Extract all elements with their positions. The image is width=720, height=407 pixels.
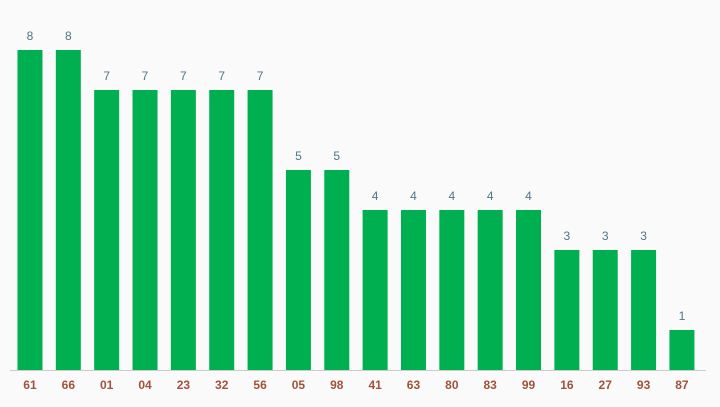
x-tick-label: 83 <box>483 378 497 392</box>
value-label: 8 <box>65 29 72 43</box>
bar <box>477 210 503 370</box>
bar <box>592 250 618 370</box>
value-label: 7 <box>142 69 149 83</box>
bar <box>94 90 120 370</box>
value-label: 3 <box>640 229 647 243</box>
bar <box>400 210 426 370</box>
x-tick-label: 04 <box>138 378 152 392</box>
value-label: 4 <box>487 189 494 203</box>
bar <box>516 210 542 370</box>
value-label: 7 <box>257 69 264 83</box>
bar <box>285 170 311 370</box>
x-tick-label: 23 <box>177 378 191 392</box>
value-label: 4 <box>410 189 417 203</box>
value-label: 7 <box>218 69 225 83</box>
x-tick-label: 16 <box>560 378 574 392</box>
x-tick-label: 61 <box>23 378 37 392</box>
x-tick-label: 87 <box>675 378 689 392</box>
value-label: 4 <box>448 189 455 203</box>
x-tick-label: 32 <box>215 378 229 392</box>
x-tick-label: 80 <box>445 378 459 392</box>
value-label: 5 <box>295 149 302 163</box>
bar <box>324 170 350 370</box>
bar <box>631 250 657 370</box>
value-label: 4 <box>372 189 379 203</box>
bar <box>17 50 43 370</box>
bar <box>132 90 158 370</box>
value-label: 3 <box>564 229 571 243</box>
x-tick-label: 56 <box>253 378 267 392</box>
bar <box>669 330 695 370</box>
value-label: 8 <box>27 29 34 43</box>
x-tick-label: 27 <box>599 378 613 392</box>
value-label: 7 <box>103 69 110 83</box>
bar <box>439 210 465 370</box>
x-tick-label: 01 <box>100 378 114 392</box>
value-label: 5 <box>333 149 340 163</box>
x-tick-label: 66 <box>62 378 76 392</box>
x-tick-label: 93 <box>637 378 651 392</box>
x-tick-label: 05 <box>292 378 306 392</box>
value-label: 1 <box>679 309 686 323</box>
x-tick-label: 98 <box>330 378 344 392</box>
x-tick-label: 63 <box>407 378 421 392</box>
bar <box>247 90 273 370</box>
value-label: 3 <box>602 229 609 243</box>
bar <box>55 50 81 370</box>
bar <box>362 210 388 370</box>
bar <box>554 250 580 370</box>
bar <box>170 90 196 370</box>
bar <box>209 90 235 370</box>
value-label: 7 <box>180 69 187 83</box>
x-tick-label: 99 <box>522 378 536 392</box>
x-tick-label: 41 <box>368 378 382 392</box>
value-label: 4 <box>525 189 532 203</box>
